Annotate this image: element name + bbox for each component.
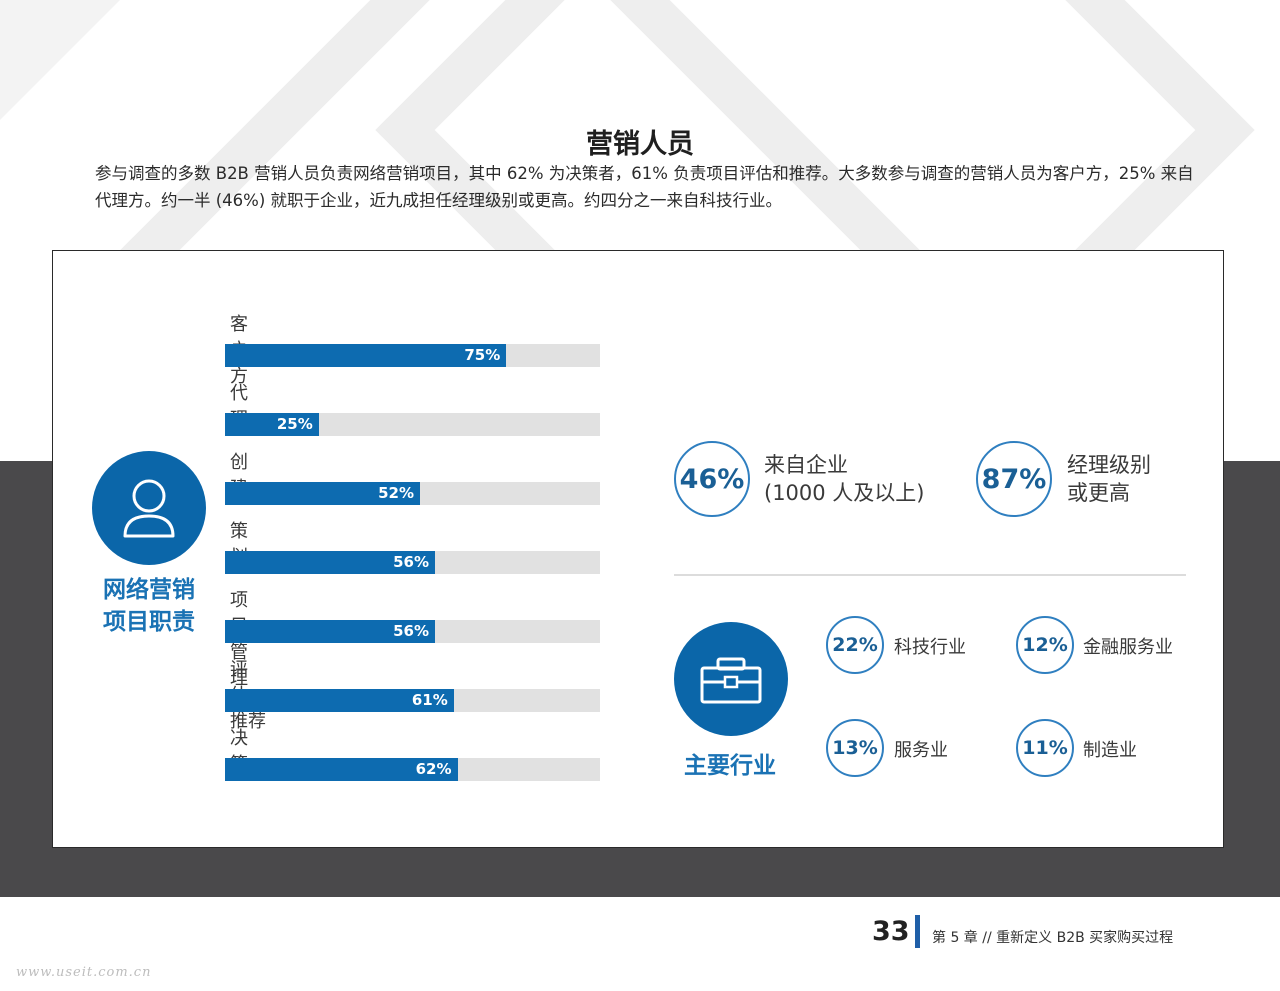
industries-label: 主要行业 bbox=[684, 753, 776, 779]
stat-circle-enterprise: 46% bbox=[674, 441, 750, 517]
industry-name-tech: 科技行业 bbox=[894, 637, 966, 658]
roles-label: 网络营销 项目职责 bbox=[92, 574, 206, 638]
bar-track: 56% bbox=[225, 620, 600, 643]
bar: 56% bbox=[225, 551, 435, 574]
bar: 25% bbox=[225, 413, 319, 436]
bar: 56% bbox=[225, 620, 435, 643]
stat-text-enterprise-line1: 来自企业 bbox=[764, 453, 848, 477]
stat-text-manager-line1: 经理级别 bbox=[1067, 453, 1151, 477]
stat-text-enterprise: 来自企业 (1000 人及以上) bbox=[764, 451, 925, 507]
industry-circle-manufacturing: 11% bbox=[1016, 719, 1074, 777]
bar-track: 62% bbox=[225, 758, 600, 781]
bar-value-label: 61% bbox=[411, 691, 448, 709]
bar-track: 75% bbox=[225, 344, 600, 367]
industry-circle-services: 13% bbox=[826, 719, 884, 777]
page-separator bbox=[915, 915, 920, 948]
page-number: 33 bbox=[872, 916, 910, 947]
industry-circle-tech: 22% bbox=[826, 616, 884, 674]
watermark: www.useit.com.cn bbox=[16, 965, 152, 980]
bar-track: 52% bbox=[225, 482, 600, 505]
bar-value-label: 56% bbox=[393, 622, 429, 640]
bar: 52% bbox=[225, 482, 420, 505]
chapter-title: 第 5 章 // 重新定义 B2B 买家购买过程 bbox=[932, 930, 1174, 946]
industry-circle-finance: 12% bbox=[1016, 616, 1074, 674]
industry-name-services: 服务业 bbox=[894, 740, 948, 761]
intro-paragraph: 参与调查的多数 B2B 营销人员负责网络营销项目，其中 62% 为决策者，61%… bbox=[95, 164, 1194, 210]
section-divider bbox=[674, 574, 1186, 576]
person-circle bbox=[92, 451, 206, 565]
stat-text-manager: 经理级别 或更高 bbox=[1067, 451, 1151, 507]
briefcase-icon bbox=[700, 657, 762, 704]
bar-value-label: 52% bbox=[378, 484, 414, 502]
stat-text-manager-line2: 或更高 bbox=[1067, 481, 1130, 505]
stat-circle-manager: 87% bbox=[976, 441, 1052, 517]
industry-name-manufacturing: 制造业 bbox=[1083, 740, 1137, 761]
stat-text-enterprise-line2: (1000 人及以上) bbox=[764, 481, 925, 505]
bar: 61% bbox=[225, 689, 454, 712]
bar: 75% bbox=[225, 344, 507, 367]
person-icon bbox=[123, 479, 175, 538]
briefcase-circle bbox=[674, 622, 788, 736]
industry-name-finance: 金融服务业 bbox=[1083, 637, 1173, 658]
bar-track: 25% bbox=[225, 413, 600, 436]
page-title: 营销人员 bbox=[586, 129, 694, 161]
bar-track: 56% bbox=[225, 551, 600, 574]
bar-value-label: 62% bbox=[415, 760, 452, 778]
bar-value-label: 56% bbox=[393, 553, 429, 571]
roles-label-line1: 网络营销 bbox=[103, 577, 195, 603]
bar-value-label: 25% bbox=[276, 415, 313, 433]
bar: 62% bbox=[225, 758, 458, 781]
bar-track: 61% bbox=[225, 689, 600, 712]
bar-value-label: 75% bbox=[464, 346, 501, 364]
roles-label-line2: 项目职责 bbox=[103, 609, 195, 635]
